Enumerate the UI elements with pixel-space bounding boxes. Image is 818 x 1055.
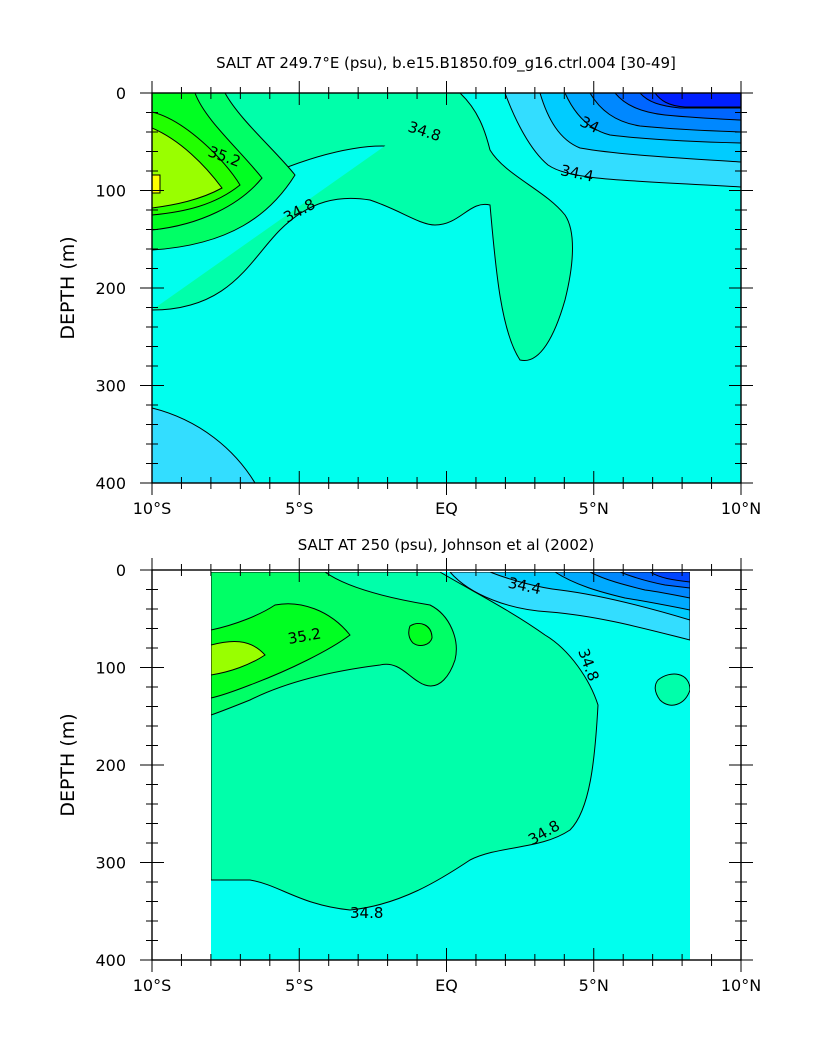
p1-ytick-label: 0 [116, 84, 126, 103]
p1-ylabel: DEPTH (m) [57, 236, 79, 339]
p2-xtick-label: 10°S [133, 976, 172, 995]
p2-xtick-label: 10°N [721, 976, 761, 995]
panel-1-contours: 35.2 34.8 34.8 34 34.4 [152, 93, 741, 483]
p1-ticks: 10°S 5°S EQ 5°N 10°N 0 100 200 300 400 [95, 81, 761, 518]
p2-ytick-label: 300 [95, 854, 126, 873]
p2-contour-35-2 [211, 603, 351, 699]
p1-xtick-label: 10°N [721, 499, 761, 518]
p1-xtick-label: 5°N [579, 499, 609, 518]
p2-label-35-2: 35.2 [286, 624, 322, 648]
p1-contour-33-4 [654, 93, 741, 108]
p2-label-34-8c: 34.8 [350, 904, 383, 922]
p2-ytick-label: 400 [95, 951, 126, 970]
p2-xtick-label: 5°S [285, 976, 313, 995]
p1-contour-tongue [152, 93, 573, 361]
p1-ytick-label: 200 [95, 279, 126, 298]
p2-ytick-label: 100 [95, 659, 126, 678]
p1-xtick-label: EQ [435, 499, 458, 518]
p1-ytick-label: 100 [95, 182, 126, 201]
p2-contour-35-4 [211, 640, 266, 676]
p2-contour-33-4 [649, 572, 690, 583]
p1-ytick-label: 400 [95, 474, 126, 493]
p1-xtick-label: 5°S [285, 499, 313, 518]
p2-ytick-label: 200 [95, 756, 126, 775]
p2-ticks: 10°S 5°S EQ 5°N 10°N 0 100 200 300 400 [95, 558, 761, 995]
p1-contour-35-8 [152, 174, 161, 194]
p2-ytick-label: 0 [116, 561, 126, 580]
p2-contour-35-2b [408, 623, 433, 646]
p2-xtick-label: 5°N [579, 976, 609, 995]
p2-title: SALT AT 250 (psu), Johnson et al (2002) [298, 536, 595, 554]
p2-ylabel: DEPTH (m) [57, 713, 79, 816]
p2-contour-island [654, 673, 690, 706]
p1-ytick-label: 300 [95, 377, 126, 396]
p1-contour-35-6 [152, 127, 223, 209]
panel-1: 35.2 34.8 34.8 34 34.4 10°S 5°S EQ 5°N 10°N 0… [57, 54, 761, 518]
panel-2-contours: 35.2 34.4 34.8 34.8 34.8 [211, 572, 690, 960]
p1-xtick-label: 10°S [133, 499, 172, 518]
p2-xtick-label: EQ [435, 976, 458, 995]
p1-title: SALT AT 249.7°E (psu), b.e15.B1850.f09_g… [216, 54, 676, 73]
panel-2: 35.2 34.4 34.8 34.8 34.8 10°S 5°S EQ 5°N 10°… [57, 536, 761, 995]
